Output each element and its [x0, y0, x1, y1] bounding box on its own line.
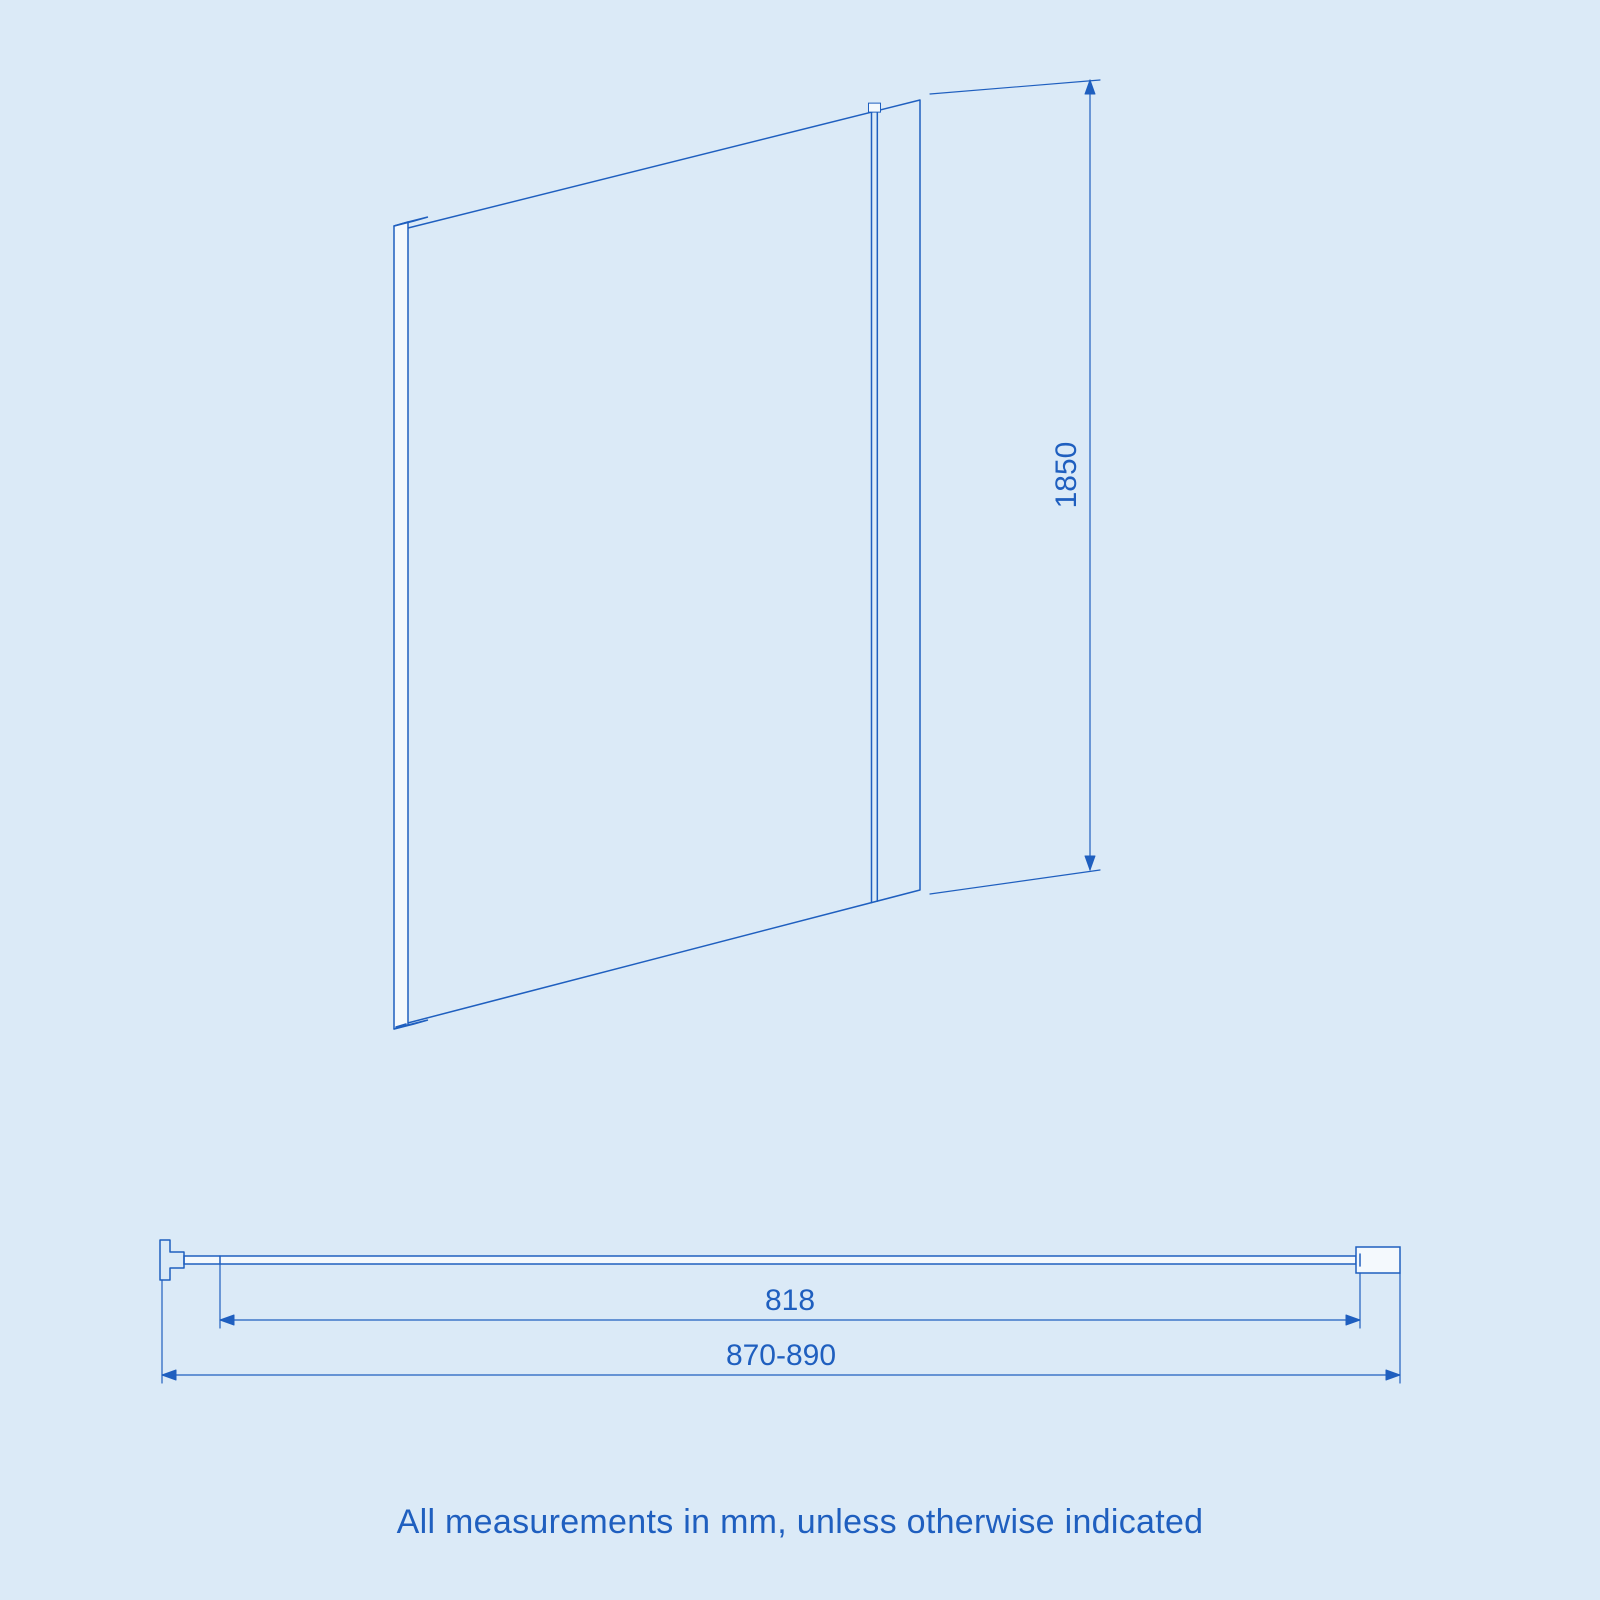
dim-height-label: 1850	[1050, 442, 1083, 509]
plan-bar	[184, 1256, 1356, 1264]
footnote-text: All measurements in mm, unless otherwise…	[0, 1503, 1600, 1542]
dim-inner-width-label: 818	[765, 1284, 815, 1317]
technical-drawing: 1850 818 870-890	[0, 0, 1600, 1600]
dim-outer-width-label: 870-890	[726, 1339, 836, 1372]
diagram-container: 1850 818 870-890 All measurements in mm, u…	[0, 0, 1600, 1600]
